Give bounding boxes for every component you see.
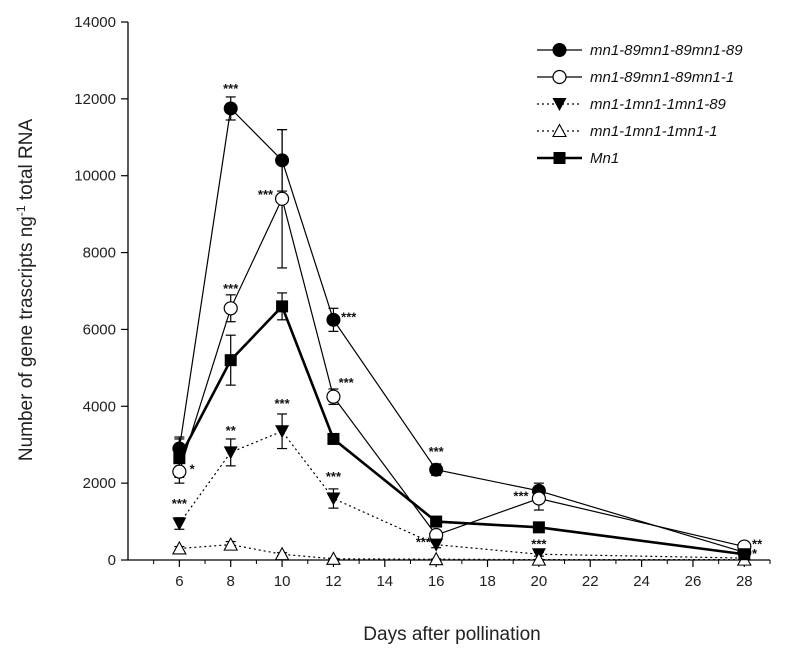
significance-label: ** (226, 423, 237, 438)
x-tick-label: 16 (428, 573, 445, 590)
significance-label: *** (258, 187, 274, 202)
y-tick-label: 4000 (83, 398, 116, 415)
y-axis-title-main: Number of gene trascripts ng (16, 216, 37, 461)
x-tick-label: 14 (376, 573, 393, 590)
y-tick-label: 8000 (83, 245, 116, 262)
data-point-4 (327, 432, 340, 445)
markers (171, 101, 752, 566)
data-point-1 (326, 389, 341, 404)
series-line-1 (178, 197, 745, 548)
data-point-4 (224, 354, 237, 367)
significance-label: *** (326, 469, 342, 484)
significance-label: *** (274, 396, 290, 411)
data-point-3 (428, 551, 444, 566)
significance-label: *** (223, 81, 239, 96)
significance-label: *** (429, 444, 445, 459)
data-point-2 (429, 538, 444, 552)
y-tick-label: 0 (108, 552, 116, 569)
data-point-1 (172, 464, 187, 479)
data-point-0 (429, 462, 444, 477)
legend-marker (552, 98, 567, 111)
x-tick-label: 10 (274, 573, 291, 590)
y-axis-title-sup: -1 (14, 205, 28, 216)
y-tick-label: 12000 (74, 91, 116, 108)
significance-label: *** (416, 535, 432, 550)
legend-marker (552, 123, 567, 138)
y-tick-label: 10000 (74, 168, 116, 185)
legend-marker (552, 43, 567, 57)
significance-label: * (190, 462, 196, 477)
legend: mn1-89mn1-89mn1-89 mn1-89mn1-89mn1-1 mn1-1… (537, 42, 743, 167)
legend-label: mn1-1mn1-1mn1-1 (590, 123, 718, 140)
data-point-3 (531, 551, 547, 566)
data-point-3 (326, 551, 341, 565)
data-point-3 (171, 540, 187, 555)
x-tick-label: 24 (633, 573, 650, 590)
data-point-4 (276, 300, 289, 313)
y-tick-label: 2000 (83, 475, 116, 492)
data-point-4 (430, 515, 443, 528)
y-axis-title: Number of gene trascripts ng-1 total RNA (14, 119, 37, 462)
x-tick-label: 8 (227, 573, 235, 590)
legend-marker (552, 69, 567, 85)
series-line-2 (178, 430, 745, 559)
x-tick-label: 28 (736, 573, 753, 590)
x-axis-title: Days after pollination (363, 624, 540, 645)
data-point-4 (738, 548, 751, 561)
data-point-0 (223, 101, 238, 116)
x-tick-label: 22 (582, 573, 599, 590)
x-tick-label: 26 (685, 573, 702, 590)
series-line-0 (178, 107, 745, 553)
data-point-1 (531, 491, 546, 506)
significance-label: *** (223, 281, 239, 296)
series-line-4 (178, 303, 745, 556)
legend-label: mn1-89mn1-89mn1-1 (590, 69, 734, 86)
legend-marker (553, 152, 566, 164)
x-tick-label: 18 (479, 573, 496, 590)
legend-label: mn1-89mn1-89mn1-89 (590, 42, 743, 59)
data-point-0 (326, 312, 341, 327)
significance-label: *** (513, 488, 529, 503)
data-point-3 (274, 546, 290, 561)
data-point-2 (326, 492, 341, 506)
y-axis-title-tail: total RNA (16, 119, 37, 206)
x-tick-label: 20 (531, 573, 548, 590)
y-tick-label: 14000 (74, 14, 116, 31)
significance-annotations: *************************************** *… (172, 81, 763, 561)
significance-label: *** (172, 496, 188, 511)
legend-label: mn1-1mn1-1mn1-89 (590, 96, 727, 113)
data-point-2 (172, 517, 187, 531)
legend-label: Mn1 (590, 150, 619, 167)
data-point-3 (223, 536, 239, 551)
significance-label: *** (341, 310, 357, 325)
significance-label: ** (752, 536, 763, 551)
x-tick-label: 12 (325, 573, 342, 590)
data-point-0 (275, 153, 290, 168)
significance-label: *** (531, 536, 547, 551)
axes: 0 2000 4000 6000 8000 10000 12000 14000 6 8 10 12 14… (74, 14, 771, 590)
x-tick-label: 6 (175, 573, 183, 590)
data-point-1 (223, 301, 238, 316)
series-lines (178, 107, 745, 561)
data-point-4 (532, 521, 545, 534)
significance-label: *** (339, 375, 355, 390)
data-point-2 (223, 446, 238, 460)
significance-label: * (752, 546, 758, 561)
data-point-1 (274, 191, 290, 206)
data-point-4 (173, 452, 186, 465)
y-tick-label: 6000 (83, 321, 116, 338)
data-point-2 (275, 425, 290, 439)
